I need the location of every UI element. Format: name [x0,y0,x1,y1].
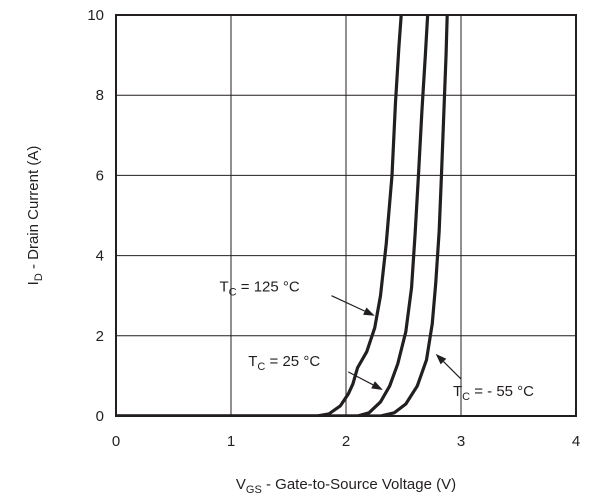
x-tick-label-0: 0 [112,433,120,450]
series-label-2: TC = - 55 °C [453,383,534,403]
annotation-arrows [331,295,462,390]
y-tick-label-0: 0 [96,408,104,425]
annotation-arrow-head-2 [435,353,447,365]
y-tick-label-3: 6 [96,167,104,184]
y-tick-labels: 0 2 4 6 8 10 [87,7,104,425]
x-tick-label-3: 3 [457,433,465,450]
y-tick-label-5: 10 [87,7,104,24]
grid-lines [116,15,576,416]
x-tick-label-1: 1 [227,433,235,450]
annotation-labels: TC = 125 °C TC = 25 °C TC = - 55 °C [220,279,535,403]
series-label-1: TC = 25 °C [248,353,320,373]
series-curves [116,15,449,416]
plot-frame [115,14,577,417]
annotation-arrow-line-2 [443,361,462,380]
series-line-2 [116,15,449,416]
x-tick-labels: 0 1 2 3 4 [112,433,580,450]
x-tick-label-4: 4 [572,433,580,450]
annotation-arrow-head-0 [363,307,375,316]
series-line-1 [116,15,430,416]
annotation-arrow-line-1 [347,371,374,386]
y-tick-label-4: 8 [96,87,104,104]
annotation-arrow-head-1 [371,381,383,390]
annotation-arrow-line-0 [331,295,366,312]
y-axis-title: ID - Drain Current (A) [25,146,45,286]
series-line-0 [116,15,403,416]
x-tick-label-2: 2 [342,433,350,450]
y-tick-label-2: 4 [96,248,104,265]
y-tick-label-1: 2 [96,328,104,345]
x-axis-title: VGS - Gate-to-Source Voltage (V) [236,476,456,496]
series-label-0: TC = 125 °C [220,279,300,299]
